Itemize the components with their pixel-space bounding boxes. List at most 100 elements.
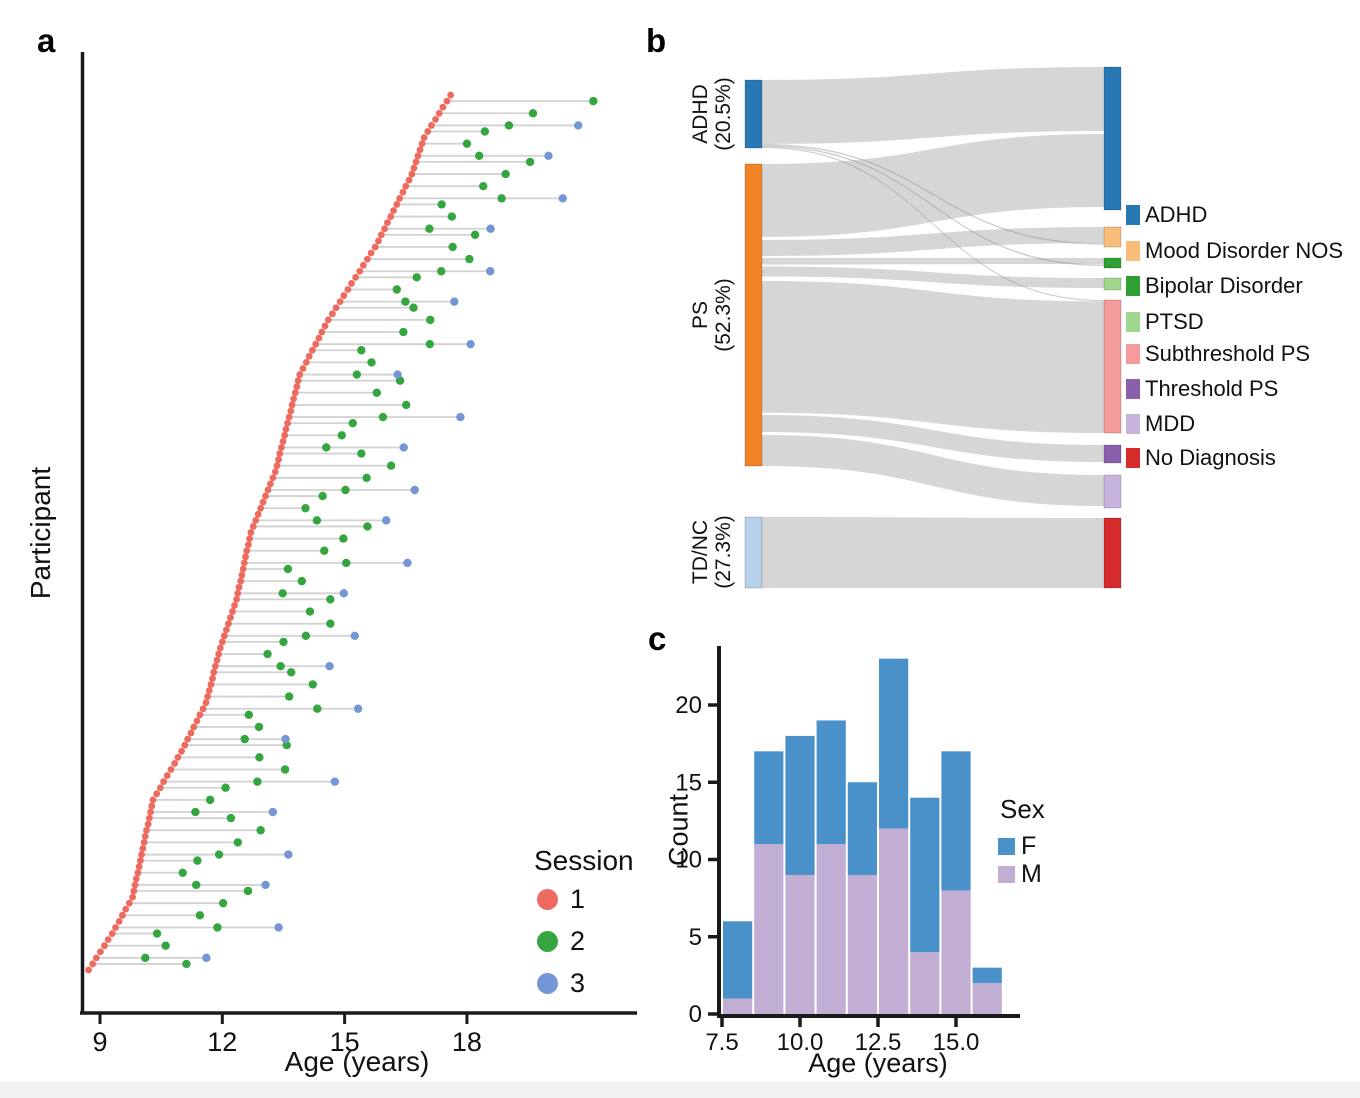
session-1-dot xyxy=(136,857,144,865)
diagnosis-legend-label: PTSD xyxy=(1145,309,1204,334)
session-1-dot xyxy=(246,535,254,543)
session-1-dot xyxy=(393,201,401,208)
session-1-dot xyxy=(375,237,382,245)
session-1-dot xyxy=(199,705,207,713)
session-1-dot xyxy=(293,383,301,391)
session-1-dot xyxy=(92,954,100,962)
session-3-dot xyxy=(284,850,293,859)
session-1-dot xyxy=(242,553,249,561)
session-3-dot xyxy=(574,121,583,130)
session-1-dot xyxy=(257,504,265,512)
session-1-dot xyxy=(416,146,424,154)
session-1-dot xyxy=(405,176,413,184)
session-1-dot xyxy=(104,936,112,944)
sankey-node-adhd xyxy=(744,79,763,149)
diagnosis-legend-swatch xyxy=(1126,448,1140,468)
session-1-dot xyxy=(424,128,432,135)
session-2-dot xyxy=(318,491,327,501)
sankey-node-pct: (27.3%) xyxy=(712,515,735,589)
sankey-node-pct: (20.5%) xyxy=(712,77,735,151)
session-1-dot xyxy=(285,413,293,421)
diagnosis-legend-swatch xyxy=(1126,414,1140,434)
diagnosis-legend-label: No Diagnosis xyxy=(1145,445,1276,470)
bar-segment-f xyxy=(910,797,940,953)
session-3-dot xyxy=(382,516,391,525)
session-2-dot xyxy=(214,850,224,859)
sankey-node-name: ADHD xyxy=(689,84,712,144)
panel-c-x-tick-label: 7.5 xyxy=(705,1029,738,1056)
panel-b-sankey xyxy=(744,66,1122,589)
session-3-dot xyxy=(403,558,412,568)
session-2-dot xyxy=(589,96,598,106)
sankey-node-ptsd xyxy=(1103,277,1122,291)
session-1-dot xyxy=(408,170,416,178)
session-1-dot xyxy=(390,207,397,214)
sankey-node-bipolar-disorder xyxy=(1103,257,1122,269)
session-3-swatch xyxy=(537,972,558,994)
session-1-dot xyxy=(122,905,130,913)
session-1-dot xyxy=(184,735,192,743)
session-2-dot xyxy=(326,595,335,604)
sankey-node-adhd xyxy=(1103,66,1122,211)
session-1-dot xyxy=(276,450,284,457)
diagnosis-legend-label: MDD xyxy=(1145,411,1196,436)
session-2-dot xyxy=(141,953,150,963)
session-2-dot xyxy=(253,777,262,786)
session-1-dot xyxy=(414,152,422,160)
sankey-flow xyxy=(762,266,1104,288)
session-2-dot xyxy=(322,443,331,452)
session-2-dot xyxy=(256,826,265,835)
session-1-dot xyxy=(225,620,232,628)
panel-c-letter: c xyxy=(648,620,667,657)
session-2-dot xyxy=(437,200,446,209)
session-1-dot xyxy=(145,814,153,822)
session-2-dot xyxy=(195,911,205,920)
session-3-dot xyxy=(261,880,270,890)
session-3-dot xyxy=(325,662,334,671)
session-1-dot xyxy=(281,431,289,439)
session-1-dot xyxy=(108,930,116,937)
sankey-flow-thin xyxy=(762,146,1104,302)
diagnosis-legend-swatch xyxy=(1126,379,1140,399)
diagnosis-legend-item: Bipolar Disorder xyxy=(1126,273,1303,298)
bar-segment-m xyxy=(754,844,784,1014)
session-1-dot xyxy=(288,401,296,409)
session-2-dot xyxy=(205,795,215,805)
session-1-dot xyxy=(234,589,242,597)
session-1-dot xyxy=(278,444,285,451)
session-1-dot xyxy=(231,602,238,609)
session-1-dot xyxy=(447,91,455,99)
diagnosis-legend-label: Mood Disorder NOS xyxy=(1145,238,1344,263)
session-1-dot xyxy=(101,942,108,950)
panel-c-y-tick-label: 0 xyxy=(689,1001,702,1028)
sankey-flow xyxy=(762,517,1104,588)
session-1-dot xyxy=(348,280,355,287)
session-2-dot xyxy=(240,734,249,744)
diagnosis-legend-item: No Diagnosis xyxy=(1126,445,1276,470)
session-1-dot xyxy=(309,346,316,354)
bar-segment-m xyxy=(910,952,940,1014)
panel-c-x-tick-label: 10.0 xyxy=(777,1029,824,1056)
session-2-dot xyxy=(363,522,372,531)
session-1-dot xyxy=(435,109,443,117)
session-1-label: 1 xyxy=(570,883,586,914)
panel-c-ylabel: Count xyxy=(663,793,694,867)
sex-legend-item-m: M xyxy=(998,860,1042,888)
sankey-node-mood-disorder-nos xyxy=(1103,226,1122,248)
session-2-dot xyxy=(279,637,288,647)
session-3-dot xyxy=(450,297,459,306)
session-2-dot xyxy=(401,400,411,410)
panel-a-tick-label: 9 xyxy=(92,1027,107,1057)
session-2-dot xyxy=(152,929,162,938)
session-3-dot xyxy=(268,807,278,817)
session-2-dot xyxy=(255,753,264,762)
session-2-dot xyxy=(462,139,472,148)
session-1-dot xyxy=(402,182,410,190)
bar-segment-f xyxy=(847,782,877,875)
panel-a-tick-label: 18 xyxy=(452,1027,482,1057)
panel-c-y-tick-label: 20 xyxy=(675,692,702,719)
panel-a-tick-label: 15 xyxy=(330,1027,360,1057)
session-1-dot xyxy=(215,650,223,658)
session-2-dot xyxy=(263,649,272,659)
